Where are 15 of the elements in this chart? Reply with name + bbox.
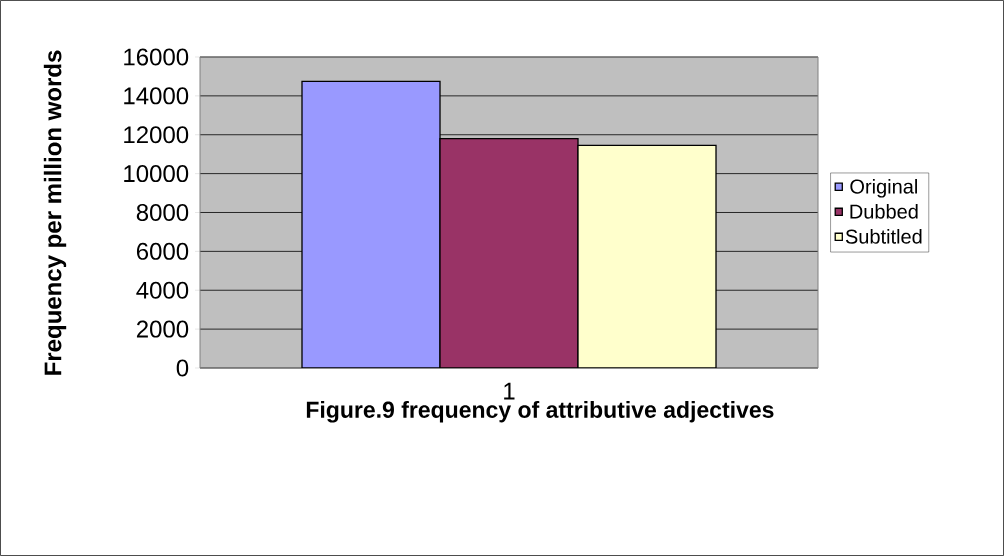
y-axis-title: Frequency per million words [43,50,67,375]
y-tick-label: 8000 [136,203,189,221]
text: Figure.9 frequency of attributive adjectives [306,401,774,423]
y-tick-label: 2000 [136,320,189,338]
legend-label: Subtitled [845,228,922,244]
y-tick-label: 6000 [136,242,189,260]
legend-label: Dubbed [850,203,918,219]
legend-label: Original [850,178,917,198]
y-tick-label: 12000 [124,126,189,144]
y-tick-label: 0 [176,359,189,377]
y-tick-label: 10000 [124,165,189,183]
y-tick-label: 4000 [136,281,189,299]
y-tick-label: 14000 [124,87,189,105]
x-tick-label: 1 [504,382,515,400]
y-tick-label: 16000 [124,48,189,66]
